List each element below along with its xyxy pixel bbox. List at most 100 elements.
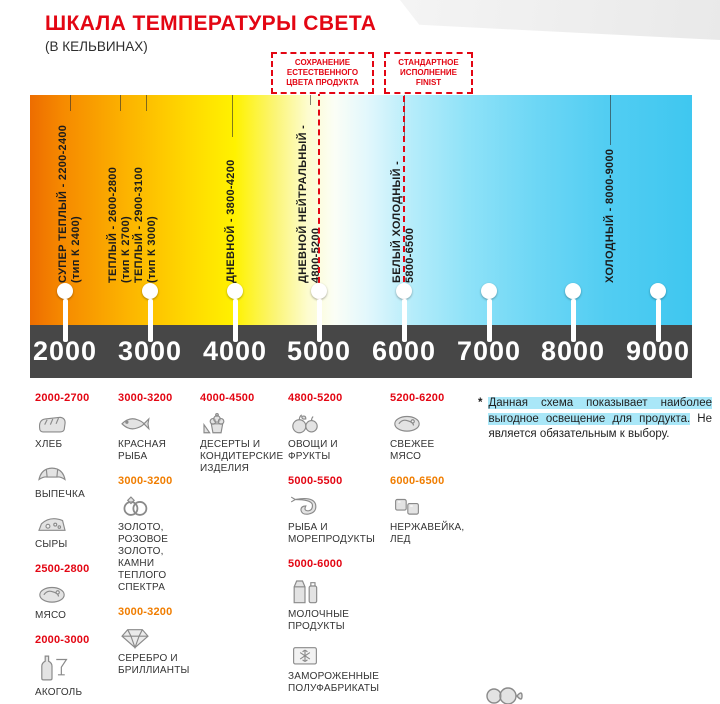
food-item-cheese: СЫРЫ — [35, 510, 111, 551]
footnote-text: Данная схема показывает наиболее выгодно… — [488, 396, 712, 443]
temperature-range-label: 5000-5500 — [288, 475, 343, 487]
food-label: РЫБА И МОРЕПРОДУКТЫ — [288, 522, 376, 545]
food-label: ВЫПЕЧКА — [35, 489, 85, 500]
food-item-bread: ХЛЕБ — [35, 410, 111, 451]
callout-standard-finist: СТАНДАРТНОЕ ИСПОЛНЕНИЕ FINIST — [384, 52, 473, 94]
meat-icon — [35, 581, 69, 607]
cake-icon — [200, 410, 234, 436]
meat-icon — [390, 410, 424, 436]
band-pointer-line — [610, 95, 611, 145]
marker-stem — [486, 299, 492, 342]
food-label: ОВОЩИ И ФРУКТЫ — [288, 439, 338, 462]
food-item-meat: МЯСО — [35, 581, 111, 622]
band-label-main: ТЕПЛЫЙ - 2900-3100 — [133, 166, 145, 283]
food-item-red-fish: КРАСНАЯ РЫБА — [118, 410, 202, 463]
footnote-asterisk: * — [478, 397, 483, 409]
food-column-4: 4800-5200 ОВОЩИ И ФРУКТЫ 5000-5500 РЫБА … — [288, 392, 392, 704]
shrimp-icon — [288, 493, 322, 519]
marker-stem — [570, 299, 576, 342]
band-label-warm-3000: ТЕПЛЫЙ - 2900-3100 (тип К 3000) — [133, 167, 159, 283]
diamond-icon — [118, 624, 152, 650]
band-label-warm-2700: ТЕПЛЫЙ - 2600-2800 (тип К 2700) — [107, 167, 133, 283]
band-label-main: ХОЛОДНЫЙ - 8000-9000 — [604, 148, 616, 283]
marker-stem — [401, 299, 407, 342]
callout-natural-color: СОХРАНЕНИЕ ЕСТЕСТВЕННОГО ЦВЕТА ПРОДУКТА — [271, 52, 374, 94]
food-column-3: 4000-4500 ДЕСЕРТЫ И КОНДИТЕРСКИЕ ИЗДЕЛИЯ — [200, 392, 288, 487]
vegetables-icon — [478, 684, 530, 704]
marker-stem — [232, 299, 238, 342]
temperature-range-label: 6000-6500 — [390, 475, 445, 487]
food-label: ХЛЕБ — [35, 439, 63, 450]
background-corner-shape — [400, 0, 720, 40]
scale-marker-3000 — [142, 283, 158, 299]
band-pointer-line — [70, 95, 71, 111]
temperature-range-label: 4800-5200 — [288, 392, 343, 404]
temperature-range-label: 5000-6000 — [288, 558, 343, 570]
food-label: СЫРЫ — [35, 539, 68, 550]
scale-marker-2000 — [57, 283, 73, 299]
food-item-seafood: РЫБА И МОРЕПРОДУКТЫ — [288, 493, 392, 546]
food-label: МЯСО — [35, 610, 67, 621]
temperature-range-label: 2000-3000 — [35, 634, 90, 646]
scale-marker-7000 — [481, 283, 497, 299]
ice-icon — [390, 493, 424, 519]
food-label: КРАСНАЯ РЫБА — [118, 439, 167, 462]
marker-stem — [316, 299, 322, 342]
footnote-rest: Не является обязательным к выбору. — [488, 412, 712, 441]
food-label: МОЛОЧНЫЕ ПРОДУКТЫ — [288, 609, 350, 632]
scale-marker-8000 — [565, 283, 581, 299]
frozen-icon — [288, 642, 322, 668]
temperature-range-label: 3000-3200 — [118, 392, 173, 404]
band-pointer-line — [310, 95, 311, 105]
temperature-range-label: 5200-6200 — [390, 392, 445, 404]
dashed-connector-6000 — [403, 86, 405, 332]
pastry-icon — [35, 460, 69, 486]
food-column-1: 2000-2700 ХЛЕБ ВЫПЕЧКА СЫРЫ 2500-2800 МЯ… — [35, 392, 111, 704]
food-item-stainless-ice: НЕРЖАВЕЙКА, ЛЕД — [390, 493, 480, 546]
food-item-vegetables-fruits: ОВОЩИ И ФРУКТЫ — [288, 410, 392, 463]
band-label-sub: (тип К 3000) — [146, 215, 158, 283]
footnote-highlighted-sentence: Данная схема показывает наиболее выгодно… — [488, 397, 712, 425]
food-column-2: 3000-3200 КРАСНАЯ РЫБА 3000-3200 ЗОЛОТО,… — [118, 392, 202, 689]
footnote: * Данная схема показывает наиболее выгод… — [478, 396, 712, 443]
band-label-main: СУПЕР ТЕПЛЫЙ - 2200-2400 — [57, 124, 69, 283]
food-label: СВЕЖЕЕ МЯСО — [390, 439, 435, 462]
band-label-sub: 4800-5200 — [310, 227, 322, 283]
fruit-icon — [288, 410, 322, 436]
food-label: ЗАМОРОЖЕННЫЕ ПОЛУФАБРИКАТЫ — [288, 671, 380, 694]
page-title: ШКАЛА ТЕМПЕРАТУРЫ СВЕТА — [45, 12, 377, 35]
food-item-gold: ЗОЛОТО, РОЗОВОЕ ЗОЛОТО, КАМНИ ТЕПЛОГО СП… — [118, 493, 202, 594]
food-item-fresh-meat: СВЕЖЕЕ МЯСО — [390, 410, 480, 463]
temperature-gradient-bar: СУПЕР ТЕПЛЫЙ - 2200-2400 (тип К 2400) ТЕ… — [30, 95, 692, 325]
alcohol-icon — [35, 652, 69, 684]
scale-marker-6000 — [396, 283, 412, 299]
marker-stem — [655, 299, 661, 342]
band-label-main: ТЕПЛЫЙ - 2600-2800 — [107, 166, 119, 283]
food-item-alcohol: АКОГОЛЬ — [35, 652, 111, 699]
food-label: СЕРЕБРО И БРИЛЛИАНТЫ — [118, 653, 190, 676]
bread-icon — [35, 410, 69, 436]
temperature-scale: СУПЕР ТЕПЛЫЙ - 2200-2400 (тип К 2400) ТЕ… — [30, 95, 692, 378]
band-pointer-line — [120, 95, 121, 111]
food-item-silver-diamonds: СЕРЕБРО И БРИЛЛИАНТЫ — [118, 624, 202, 677]
food-label: ЗОЛОТО, РОЗОВОЕ ЗОЛОТО, КАМНИ ТЕПЛОГО СП… — [118, 522, 169, 593]
food-column-5: 5200-6200 СВЕЖЕЕ МЯСО 6000-6500 НЕРЖАВЕЙ… — [390, 392, 480, 558]
kelvin-axis: 2000 3000 4000 5000 6000 7000 8000 9000 — [30, 325, 692, 378]
band-label-daylight: ДНЕВНОЙ - 3800-4200 — [225, 159, 238, 283]
band-label-super-warm: СУПЕР ТЕПЛЫЙ - 2200-2400 (тип К 2400) — [57, 125, 83, 283]
food-label: ДЕСЕРТЫ И КОНДИТЕРСКИЕ ИЗДЕЛИЯ — [200, 439, 284, 474]
band-label-sub: 5800-6500 — [404, 227, 416, 283]
temperature-range-label: 3000-3200 — [118, 606, 173, 618]
food-item-desserts: ДЕСЕРТЫ И КОНДИТЕРСКИЕ ИЗДЕЛИЯ — [200, 410, 288, 475]
fish-icon — [118, 410, 152, 436]
food-label: НЕРЖАВЕЙКА, ЛЕД — [390, 522, 465, 545]
temperature-range-label: 2000-2700 — [35, 392, 90, 404]
band-label-sub: (тип К 2400) — [70, 215, 82, 283]
scale-marker-4000 — [227, 283, 243, 299]
page-subtitle: (В КЕЛЬВИНАХ) — [45, 39, 148, 54]
rings-icon — [118, 493, 152, 519]
food-label: АКОГОЛЬ — [35, 687, 83, 698]
band-label-sub: (тип К 2700) — [120, 215, 132, 283]
marker-stem — [147, 299, 153, 342]
